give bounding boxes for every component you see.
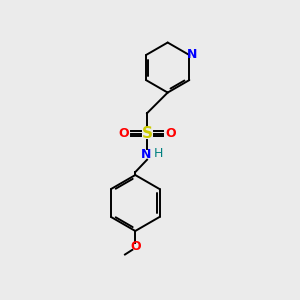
Text: O: O <box>118 127 129 140</box>
Text: N: N <box>187 48 197 61</box>
Text: S: S <box>142 126 153 141</box>
Text: N: N <box>140 148 151 161</box>
Text: O: O <box>130 240 141 253</box>
Text: H: H <box>154 147 163 160</box>
Text: O: O <box>165 127 176 140</box>
